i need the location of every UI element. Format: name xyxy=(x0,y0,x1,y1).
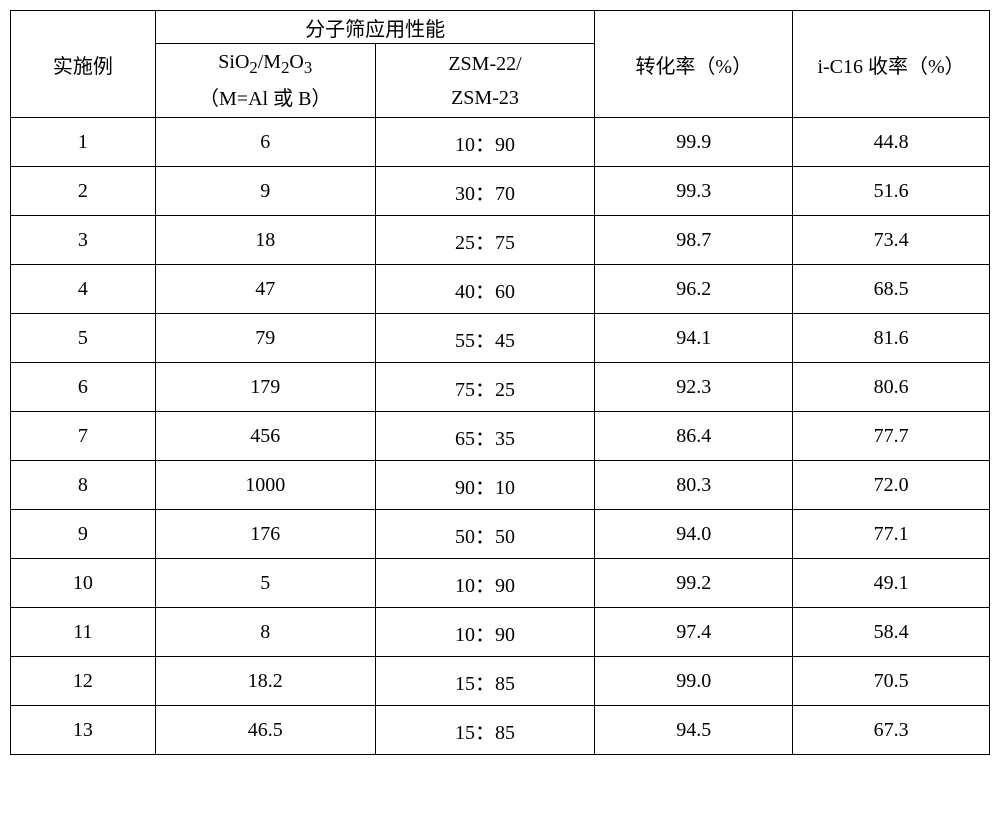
cell-zsm: 30：70 xyxy=(375,167,595,216)
cell-yield: 81.6 xyxy=(793,314,990,363)
cell-conversion: 86.4 xyxy=(595,412,793,461)
sio2-formula-line1: SiO2/M2O3 xyxy=(218,51,312,73)
table-row: 44740：6096.268.5 xyxy=(11,265,990,314)
cell-zsm: 10：90 xyxy=(375,608,595,657)
cell-zsm: 10：90 xyxy=(375,559,595,608)
header-row-1: 实施例 分子筛应用性能 转化率（%） i-C16 收率（%） xyxy=(11,11,990,44)
table-row: 2930：7099.351.6 xyxy=(11,167,990,216)
header-sio2-ratio: SiO2/M2O3 （M=Al 或 B） xyxy=(155,44,375,118)
cell-zsm: 25：75 xyxy=(375,216,595,265)
cell-conversion: 92.3 xyxy=(595,363,793,412)
cell-yield: 80.6 xyxy=(793,363,990,412)
cell-ratio: 47 xyxy=(155,265,375,314)
zsm-line2: ZSM-23 xyxy=(451,87,519,109)
table-row: 1218.215：8599.070.5 xyxy=(11,657,990,706)
table-row: 1610：9099.944.8 xyxy=(11,118,990,167)
table-row: 617975：2592.380.6 xyxy=(11,363,990,412)
zsm-line1: ZSM-22/ xyxy=(448,53,521,75)
cell-ratio: 6 xyxy=(155,118,375,167)
cell-conversion: 99.2 xyxy=(595,559,793,608)
cell-example: 10 xyxy=(11,559,156,608)
cell-zsm: 90：10 xyxy=(375,461,595,510)
table-row: 8100090：1080.372.0 xyxy=(11,461,990,510)
table-row: 917650：5094.077.1 xyxy=(11,510,990,559)
cell-yield: 77.7 xyxy=(793,412,990,461)
cell-ratio: 9 xyxy=(155,167,375,216)
table-row: 1346.515：8594.567.3 xyxy=(11,706,990,755)
cell-zsm: 55：45 xyxy=(375,314,595,363)
cell-ratio: 1000 xyxy=(155,461,375,510)
header-yield: i-C16 收率（%） xyxy=(793,11,990,118)
cell-yield: 68.5 xyxy=(793,265,990,314)
cell-conversion: 99.0 xyxy=(595,657,793,706)
cell-example: 8 xyxy=(11,461,156,510)
cell-example: 3 xyxy=(11,216,156,265)
cell-example: 7 xyxy=(11,412,156,461)
cell-yield: 44.8 xyxy=(793,118,990,167)
cell-zsm: 40：60 xyxy=(375,265,595,314)
cell-example: 13 xyxy=(11,706,156,755)
cell-yield: 77.1 xyxy=(793,510,990,559)
cell-example: 6 xyxy=(11,363,156,412)
header-example: 实施例 xyxy=(11,11,156,118)
cell-yield: 72.0 xyxy=(793,461,990,510)
cell-conversion: 80.3 xyxy=(595,461,793,510)
cell-yield: 51.6 xyxy=(793,167,990,216)
data-table: 实施例 分子筛应用性能 转化率（%） i-C16 收率（%） SiO2/M2O3… xyxy=(10,10,990,755)
cell-conversion: 99.9 xyxy=(595,118,793,167)
cell-ratio: 176 xyxy=(155,510,375,559)
header-molecular-sieve: 分子筛应用性能 xyxy=(155,11,595,44)
cell-conversion: 94.0 xyxy=(595,510,793,559)
cell-ratio: 46.5 xyxy=(155,706,375,755)
cell-example: 11 xyxy=(11,608,156,657)
cell-ratio: 18 xyxy=(155,216,375,265)
table-body: 1610：9099.944.82930：7099.351.631825：7598… xyxy=(11,118,990,755)
cell-conversion: 94.1 xyxy=(595,314,793,363)
cell-ratio: 5 xyxy=(155,559,375,608)
cell-zsm: 15：85 xyxy=(375,706,595,755)
cell-conversion: 97.4 xyxy=(595,608,793,657)
cell-conversion: 96.2 xyxy=(595,265,793,314)
cell-yield: 73.4 xyxy=(793,216,990,265)
cell-ratio: 179 xyxy=(155,363,375,412)
cell-ratio: 18.2 xyxy=(155,657,375,706)
cell-yield: 58.4 xyxy=(793,608,990,657)
sio2-formula-line2: （M=Al 或 B） xyxy=(199,88,331,110)
table-row: 10510：9099.249.1 xyxy=(11,559,990,608)
cell-conversion: 98.7 xyxy=(595,216,793,265)
table-row: 11810：9097.458.4 xyxy=(11,608,990,657)
table-row: 745665：3586.477.7 xyxy=(11,412,990,461)
cell-example: 9 xyxy=(11,510,156,559)
header-zsm-ratio: ZSM-22/ ZSM-23 xyxy=(375,44,595,118)
header-conversion: 转化率（%） xyxy=(595,11,793,118)
cell-example: 2 xyxy=(11,167,156,216)
table-row: 31825：7598.773.4 xyxy=(11,216,990,265)
cell-example: 12 xyxy=(11,657,156,706)
cell-ratio: 8 xyxy=(155,608,375,657)
cell-yield: 67.3 xyxy=(793,706,990,755)
cell-conversion: 94.5 xyxy=(595,706,793,755)
cell-zsm: 15：85 xyxy=(375,657,595,706)
cell-example: 1 xyxy=(11,118,156,167)
table-row: 57955：4594.181.6 xyxy=(11,314,990,363)
cell-conversion: 99.3 xyxy=(595,167,793,216)
cell-example: 4 xyxy=(11,265,156,314)
table-header: 实施例 分子筛应用性能 转化率（%） i-C16 收率（%） SiO2/M2O3… xyxy=(11,11,990,118)
cell-ratio: 456 xyxy=(155,412,375,461)
cell-zsm: 75：25 xyxy=(375,363,595,412)
cell-yield: 49.1 xyxy=(793,559,990,608)
cell-zsm: 65：35 xyxy=(375,412,595,461)
cell-yield: 70.5 xyxy=(793,657,990,706)
cell-ratio: 79 xyxy=(155,314,375,363)
cell-zsm: 10：90 xyxy=(375,118,595,167)
cell-zsm: 50：50 xyxy=(375,510,595,559)
cell-example: 5 xyxy=(11,314,156,363)
